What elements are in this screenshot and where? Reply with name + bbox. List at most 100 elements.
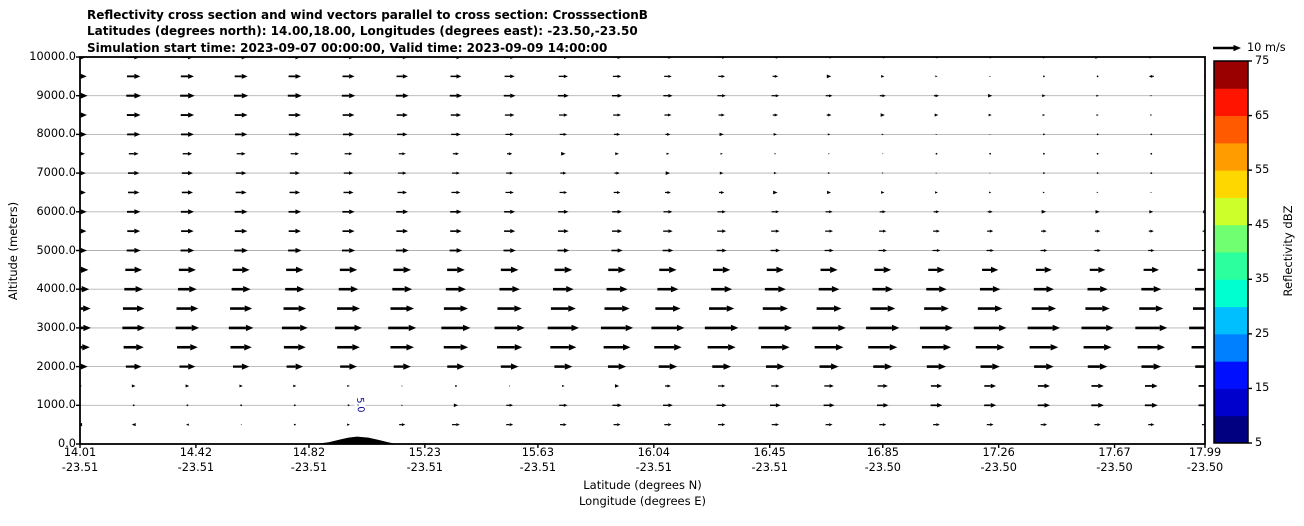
wind-vector <box>827 190 832 195</box>
wind-vector <box>827 133 831 136</box>
wind-vector-head <box>82 344 90 351</box>
wind-vector-head <box>882 94 886 98</box>
colorbar-band <box>1214 142 1248 171</box>
quiver-key-label: 10 m/s <box>1247 41 1286 54</box>
wind-vector-head <box>668 248 674 253</box>
wind-vector-head <box>83 324 91 332</box>
wind-vector-head <box>829 384 834 388</box>
wind-vector-head <box>456 93 463 99</box>
wind-vector-head <box>456 132 461 137</box>
wind-vector-head <box>617 113 621 117</box>
wind-vector-head <box>300 324 308 332</box>
wind-vector-head <box>1098 383 1104 389</box>
y-tick-label: 5000.0 <box>36 243 76 257</box>
wind-vector-head <box>406 305 414 312</box>
wind-vector <box>401 404 404 407</box>
wind-vector-head <box>774 113 779 117</box>
wind-vector-head <box>241 171 247 176</box>
wind-vector-head <box>1152 266 1159 273</box>
wind-vector-head <box>667 190 671 194</box>
x-tick-lat: 17.99 <box>1188 446 1222 459</box>
wind-vector-head <box>1046 286 1054 293</box>
wind-vector-head <box>676 324 685 332</box>
wind-vector-head <box>889 344 898 351</box>
wind-vector-head <box>1206 383 1212 388</box>
wind-vector-head <box>936 249 941 252</box>
wind-vector-head <box>722 229 727 233</box>
wind-vector-head <box>617 74 622 78</box>
wind-vector <box>881 74 885 78</box>
wind-vector-head <box>349 363 357 370</box>
wind-vector-head <box>457 363 465 370</box>
wind-vector-head <box>243 286 251 293</box>
wind-vector-head <box>775 384 780 388</box>
wind-vector-head <box>777 363 785 370</box>
wind-vector-head <box>349 93 356 99</box>
x-tick-label: 16.45 -23.51 <box>730 446 810 475</box>
wind-vector-head <box>295 209 302 215</box>
wind-vector-head <box>618 363 627 370</box>
wind-vector-head <box>1099 363 1108 370</box>
wind-vector <box>1096 94 1099 97</box>
wind-vector-head <box>722 248 727 253</box>
x-tick-lat: 17.67 <box>1098 446 1131 459</box>
wind-vector-head <box>989 229 994 233</box>
wind-vector-dot <box>935 152 938 155</box>
wind-vector-head <box>352 344 360 351</box>
wind-vector-head <box>401 423 406 427</box>
wind-vector-head <box>510 363 519 370</box>
wind-vector-head <box>134 228 141 234</box>
x-tick-lon: -23.51 <box>406 460 443 474</box>
wind-vector-head <box>354 324 362 332</box>
wind-vector-head <box>722 266 731 274</box>
wind-vector <box>989 191 992 194</box>
wind-vector-head <box>943 344 952 351</box>
colorbar-tick-label: 75 <box>1255 54 1270 67</box>
wind-vector-head <box>191 324 200 332</box>
wind-vector <box>828 153 830 155</box>
wind-vector <box>935 75 938 78</box>
wind-vector-head <box>134 112 141 118</box>
wind-vector-head <box>188 92 195 99</box>
wind-vectors <box>80 57 1212 427</box>
wind-vector-dot <box>1096 152 1099 155</box>
wind-vector-head <box>829 229 833 233</box>
wind-vector-head <box>190 344 198 351</box>
wind-vector-head <box>463 324 471 332</box>
x-tick-lat: 14.42 <box>179 446 213 459</box>
wind-vector-head <box>617 190 621 194</box>
y-tick-label: 7000.0 <box>36 166 76 180</box>
colorbar-band <box>1214 415 1248 444</box>
wind-vector-head <box>510 248 516 253</box>
colorbar-band <box>1214 252 1248 280</box>
wind-vector-head <box>775 229 780 233</box>
wind-vector-dot <box>989 152 992 155</box>
x-tick-label: 14.01 -23.51 <box>40 446 120 475</box>
colorbar-tick-label: 15 <box>1255 381 1270 395</box>
wind-vector-head <box>402 74 408 79</box>
wind-vector-head <box>456 190 461 195</box>
wind-vector-head <box>402 248 409 253</box>
plot-title-line1: Reflectivity cross section and wind vect… <box>87 8 648 22</box>
wind-vector-head <box>1050 344 1059 351</box>
wind-vector-head <box>403 266 412 274</box>
wind-vector-dot <box>455 385 457 387</box>
colorbar-band <box>1214 115 1248 144</box>
wind-vector-head <box>244 305 253 312</box>
wind-vector <box>347 423 350 426</box>
wind-vector-head <box>563 403 568 407</box>
wind-vector-head <box>775 94 780 98</box>
wind-vector <box>934 113 939 117</box>
wind-vector-dot <box>293 404 296 407</box>
wind-vector-head <box>563 93 569 98</box>
wind-vector-head <box>295 152 300 156</box>
wind-vector-dot <box>347 404 350 407</box>
wind-vector-head <box>189 286 197 293</box>
wind-vector-head <box>937 403 943 408</box>
wind-vector-head <box>241 228 248 234</box>
wind-vector-head <box>80 170 86 176</box>
wind-vector-head <box>617 93 623 98</box>
wind-vector-head <box>616 132 621 136</box>
wind-vector-head <box>296 266 304 274</box>
wind-vector-head <box>295 190 301 195</box>
